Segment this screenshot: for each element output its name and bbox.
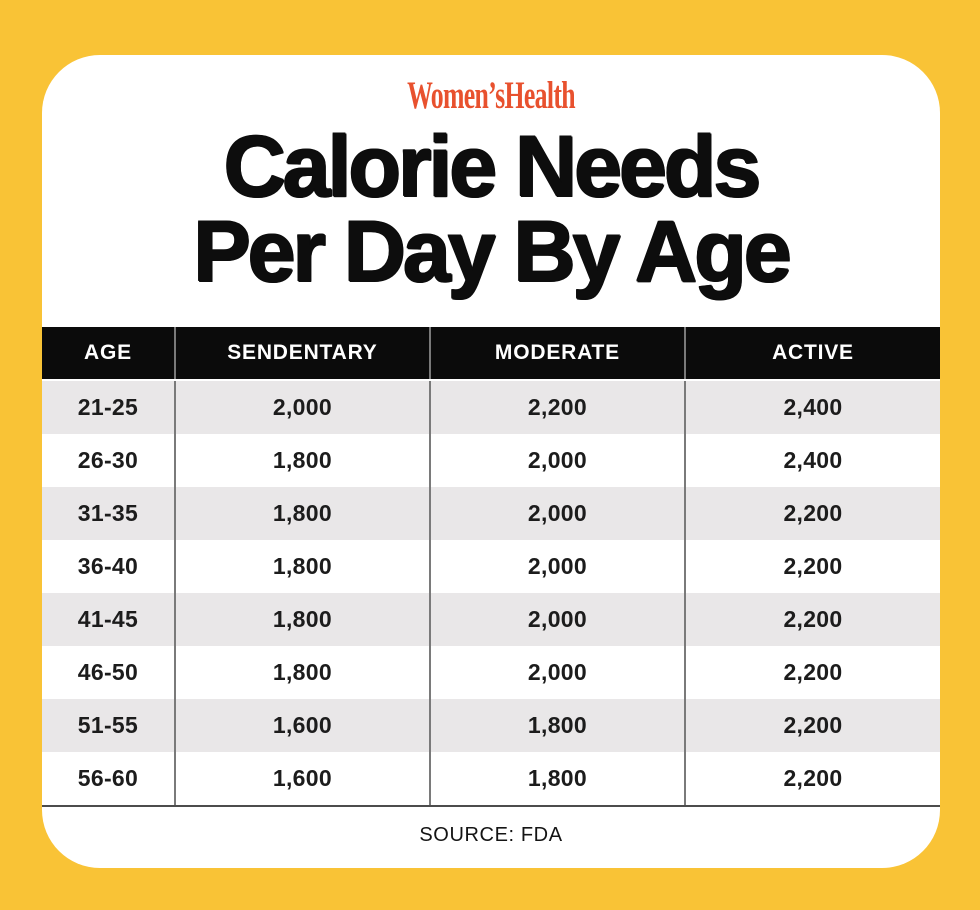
table-row: 56-60 1,600 1,800 2,200: [42, 752, 940, 808]
source-attribution: SOURCE: FDA: [419, 824, 563, 847]
table-row: 41-45 1,800 2,000 2,200: [42, 593, 940, 647]
page-title-line2: Per Day By Age: [193, 204, 791, 301]
table-row: 26-30 1,800 2,000 2,400: [42, 434, 940, 488]
calorie-needs-table: AGE SENDENTARY MODERATE ACTIVE 21-25 2,0…: [42, 327, 940, 808]
age-cell: 46-50: [77, 659, 139, 686]
moderate-cell: 1,800: [428, 699, 685, 753]
infographic-card: Women’sHealth Calorie Needs Per Day By A…: [42, 55, 940, 868]
column-header-active: ACTIVE: [683, 327, 940, 382]
moderate-cell: 2,000: [428, 593, 685, 647]
page-title: Calorie Needs Per Day By Age: [42, 119, 940, 301]
moderate-cell: 2,000: [428, 434, 685, 488]
moderate-cell: 2,000: [428, 646, 685, 700]
table-row: 21-25 2,000 2,200 2,400: [42, 380, 940, 435]
column-header-age: AGE: [42, 327, 175, 382]
moderate-cell: 2,200: [428, 380, 685, 435]
table-header-row: AGE SENDENTARY MODERATE ACTIVE: [42, 327, 940, 382]
table-body: 21-25 2,000 2,200 2,400 26-30 1,800 2,00…: [42, 380, 940, 808]
active-cell: 2,200: [683, 646, 940, 700]
active-cell: 2,400: [683, 380, 940, 435]
age-cell: 21-25: [77, 394, 139, 421]
active-cell: 2,200: [683, 540, 940, 594]
active-cell: 2,200: [683, 593, 940, 647]
sendentary-cell: 1,800: [173, 593, 430, 647]
sendentary-cell: 1,600: [173, 699, 430, 753]
table-row: 46-50 1,800 2,000 2,200: [42, 646, 940, 700]
table-row: 51-55 1,600 1,800 2,200: [42, 699, 940, 753]
column-header-sendentary: SENDENTARY: [173, 327, 430, 382]
sendentary-cell: 1,600: [173, 752, 430, 808]
table-header: AGE SENDENTARY MODERATE ACTIVE: [42, 327, 940, 382]
page-title-line1: Calorie Needs: [223, 119, 762, 215]
age-cell: 51-55: [77, 712, 139, 739]
age-cell: 36-40: [77, 553, 139, 580]
active-cell: 2,200: [683, 487, 940, 541]
sendentary-cell: 1,800: [173, 646, 430, 700]
table-row: 31-35 1,800 2,000 2,200: [42, 487, 940, 541]
moderate-cell: 2,000: [428, 540, 685, 594]
age-cell: 41-45: [77, 606, 139, 633]
column-header-moderate: MODERATE: [428, 327, 685, 382]
moderate-cell: 1,800: [428, 752, 685, 808]
table-row: 36-40 1,800 2,000 2,200: [42, 540, 940, 594]
age-cell: 31-35: [77, 500, 139, 527]
moderate-cell: 2,000: [428, 487, 685, 541]
active-cell: 2,200: [683, 752, 940, 808]
womens-health-logo: Women’sHealth: [407, 74, 575, 117]
age-cell: 26-30: [77, 447, 139, 474]
sendentary-cell: 2,000: [173, 380, 430, 435]
active-cell: 2,400: [683, 434, 940, 488]
sendentary-cell: 1,800: [173, 487, 430, 541]
sendentary-cell: 1,800: [173, 540, 430, 594]
age-cell: 56-60: [42, 752, 175, 808]
active-cell: 2,200: [683, 699, 940, 753]
sendentary-cell: 1,800: [173, 434, 430, 488]
